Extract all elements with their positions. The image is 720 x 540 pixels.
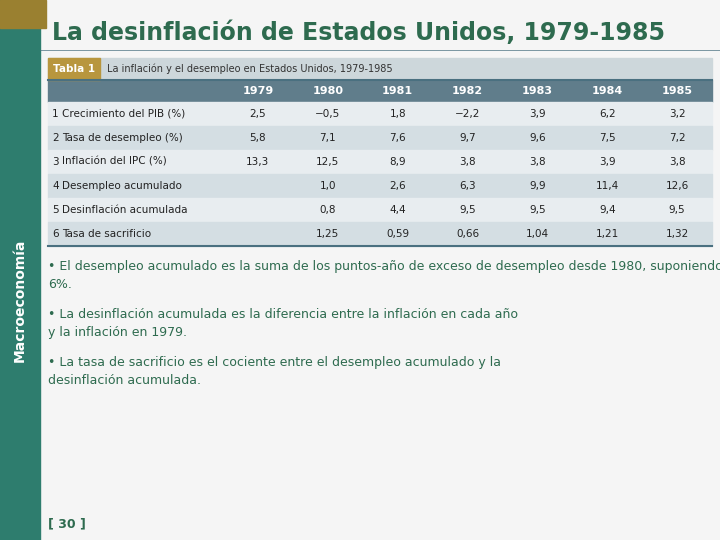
Text: 6: 6 bbox=[52, 229, 58, 239]
Text: 9,9: 9,9 bbox=[529, 181, 546, 191]
Text: • La desinflación acumulada es la diferencia entre la inflación en cada año
y la: • La desinflación acumulada es la difere… bbox=[48, 308, 518, 339]
Text: La inflación y el desempleo en Estados Unidos, 1979-1985: La inflación y el desempleo en Estados U… bbox=[107, 64, 392, 74]
Bar bbox=[48, 80, 712, 102]
Text: 5: 5 bbox=[52, 205, 58, 215]
Text: 3,8: 3,8 bbox=[459, 157, 476, 167]
Text: −0,5: −0,5 bbox=[315, 109, 341, 119]
Bar bbox=[48, 58, 712, 80]
Text: 1982: 1982 bbox=[452, 86, 483, 96]
Text: 2,6: 2,6 bbox=[390, 181, 406, 191]
Text: • La tasa de sacrificio es el cociente entre el desempleo acumulado y la
desinfl: • La tasa de sacrificio es el cociente e… bbox=[48, 356, 501, 387]
Text: 1981: 1981 bbox=[382, 86, 413, 96]
Text: 1,04: 1,04 bbox=[526, 229, 549, 239]
Text: Inflación del IPC (%): Inflación del IPC (%) bbox=[62, 157, 167, 167]
Bar bbox=[48, 150, 712, 174]
Text: 8,9: 8,9 bbox=[390, 157, 406, 167]
Text: 9,5: 9,5 bbox=[529, 205, 546, 215]
Bar bbox=[48, 126, 712, 150]
Text: Macroeconomía: Macroeconomía bbox=[13, 238, 27, 362]
Text: Tasa de desempleo (%): Tasa de desempleo (%) bbox=[62, 133, 183, 143]
Text: 1984: 1984 bbox=[592, 86, 623, 96]
Text: 6,3: 6,3 bbox=[459, 181, 476, 191]
Bar bbox=[0, 0, 46, 28]
Bar bbox=[48, 198, 712, 222]
Text: • El desempleo acumulado es la suma de los puntos-año de exceso de desempleo des: • El desempleo acumulado es la suma de l… bbox=[48, 260, 720, 291]
Text: 7,1: 7,1 bbox=[320, 133, 336, 143]
Text: 3,8: 3,8 bbox=[669, 157, 685, 167]
Text: 9,5: 9,5 bbox=[459, 205, 476, 215]
Bar bbox=[48, 222, 712, 246]
Text: 7,2: 7,2 bbox=[669, 133, 685, 143]
Text: 1,32: 1,32 bbox=[665, 229, 689, 239]
Text: 3,9: 3,9 bbox=[529, 109, 546, 119]
Bar bbox=[48, 58, 100, 80]
Bar bbox=[48, 102, 712, 126]
Text: −2,2: −2,2 bbox=[455, 109, 480, 119]
Text: 12,6: 12,6 bbox=[665, 181, 689, 191]
Text: 1,0: 1,0 bbox=[320, 181, 336, 191]
Text: 7,6: 7,6 bbox=[390, 133, 406, 143]
Bar bbox=[48, 174, 712, 198]
Text: 4,4: 4,4 bbox=[390, 205, 406, 215]
Text: 0,8: 0,8 bbox=[320, 205, 336, 215]
Text: Tabla 1: Tabla 1 bbox=[53, 64, 95, 74]
Text: Tasa de sacrificio: Tasa de sacrificio bbox=[62, 229, 151, 239]
Text: 5,8: 5,8 bbox=[250, 133, 266, 143]
Text: Desempleo acumulado: Desempleo acumulado bbox=[62, 181, 182, 191]
Text: 13,3: 13,3 bbox=[246, 157, 269, 167]
Text: 1,8: 1,8 bbox=[390, 109, 406, 119]
Text: 0,59: 0,59 bbox=[386, 229, 409, 239]
Text: 9,7: 9,7 bbox=[459, 133, 476, 143]
Text: 1980: 1980 bbox=[312, 86, 343, 96]
Text: 7,5: 7,5 bbox=[599, 133, 616, 143]
Text: 9,5: 9,5 bbox=[669, 205, 685, 215]
Text: 3,8: 3,8 bbox=[529, 157, 546, 167]
Text: 1983: 1983 bbox=[522, 86, 553, 96]
Text: 3: 3 bbox=[52, 157, 58, 167]
Text: 0,66: 0,66 bbox=[456, 229, 479, 239]
Text: 9,4: 9,4 bbox=[599, 205, 616, 215]
Text: 3,2: 3,2 bbox=[669, 109, 685, 119]
Text: Crecimiento del PIB (%): Crecimiento del PIB (%) bbox=[62, 109, 185, 119]
Bar bbox=[0, 0, 40, 540]
Text: 12,5: 12,5 bbox=[316, 157, 339, 167]
Text: 2: 2 bbox=[52, 133, 58, 143]
Text: 1979: 1979 bbox=[243, 86, 274, 96]
Text: La desinflación de Estados Unidos, 1979-1985: La desinflación de Estados Unidos, 1979-… bbox=[52, 21, 665, 45]
Text: 1985: 1985 bbox=[662, 86, 693, 96]
Text: [ 30 ]: [ 30 ] bbox=[48, 517, 86, 530]
Text: 2,5: 2,5 bbox=[250, 109, 266, 119]
Text: 1,25: 1,25 bbox=[316, 229, 339, 239]
Text: 1: 1 bbox=[52, 109, 58, 119]
Text: 3,9: 3,9 bbox=[599, 157, 616, 167]
Text: Desinflación acumulada: Desinflación acumulada bbox=[62, 205, 187, 215]
Text: 4: 4 bbox=[52, 181, 58, 191]
Text: 1,21: 1,21 bbox=[595, 229, 618, 239]
Text: 6,2: 6,2 bbox=[599, 109, 616, 119]
Text: 11,4: 11,4 bbox=[595, 181, 618, 191]
Text: 9,6: 9,6 bbox=[529, 133, 546, 143]
